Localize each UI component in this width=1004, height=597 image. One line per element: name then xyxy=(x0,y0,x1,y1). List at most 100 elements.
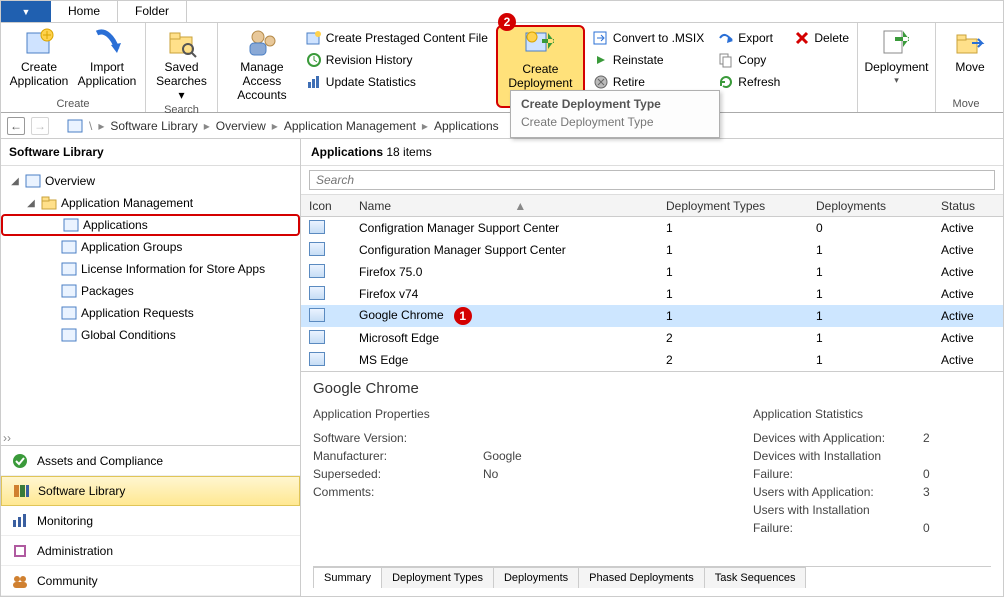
export-icon xyxy=(718,30,734,46)
tree-application-groups-icon xyxy=(61,239,77,255)
export-button[interactable]: Export xyxy=(714,27,784,49)
search-input[interactable] xyxy=(309,170,995,190)
row-status: Active xyxy=(933,309,1003,323)
app-icon xyxy=(309,286,325,300)
ribbon-group-deployment-label xyxy=(862,98,931,112)
row-name: Microsoft Edge xyxy=(351,331,658,345)
tree-global-conditions[interactable]: Global Conditions xyxy=(1,324,300,346)
row-deployments: 1 xyxy=(808,331,933,345)
tree-overview[interactable]: ◢Overview xyxy=(1,170,300,192)
wunderbar-monitoring[interactable]: Monitoring xyxy=(1,506,300,536)
convert-msix-button[interactable]: Convert to .MSIX xyxy=(589,27,708,49)
copy-icon xyxy=(718,52,734,68)
wunderbar-assets-compliance[interactable]: Assets and Compliance xyxy=(1,446,300,476)
table-row[interactable]: Google Chrome 1 1 1 Active xyxy=(301,305,1003,327)
nav-forward-button[interactable]: → xyxy=(31,117,49,135)
update-statistics-button[interactable]: Update Statistics xyxy=(302,71,492,93)
import-application-label: Import Application xyxy=(78,61,137,89)
property-key: Comments: xyxy=(313,483,483,501)
details-tab-deployment types[interactable]: Deployment Types xyxy=(381,567,494,588)
refresh-label: Refresh xyxy=(738,75,780,89)
row-status: Active xyxy=(933,287,1003,301)
details-tab-task sequences[interactable]: Task Sequences xyxy=(704,567,807,588)
refresh-button[interactable]: Refresh xyxy=(714,71,784,93)
row-status: Active xyxy=(933,353,1003,367)
statistic-row: Failure:0 xyxy=(753,519,930,537)
tree-global-conditions-icon xyxy=(61,327,77,343)
tree-license-info[interactable]: License Information for Store Apps xyxy=(1,258,300,280)
table-row[interactable]: Firefox 75.0 1 1 Active xyxy=(301,261,1003,283)
tree-application-management-icon xyxy=(41,195,57,211)
table-row[interactable]: MS Edge 2 1 Active xyxy=(301,349,1003,371)
tree-license-info-icon xyxy=(61,261,77,277)
col-deployments[interactable]: Deployments xyxy=(808,199,933,213)
details-tab-summary[interactable]: Summary xyxy=(313,567,382,588)
statistic-value: 0 xyxy=(923,465,930,483)
create-prestaged-content-button[interactable]: Create Prestaged Content File xyxy=(302,27,492,49)
breadcrumb-root-icon xyxy=(67,119,83,133)
revision-history-button[interactable]: Revision History xyxy=(302,49,492,71)
tab-folder[interactable]: Folder xyxy=(118,1,187,22)
col-name[interactable]: Name ▲ xyxy=(351,199,658,213)
nav-back-button[interactable]: ← xyxy=(7,117,25,135)
col-status[interactable]: Status xyxy=(933,199,1003,213)
create-application-button[interactable]: Create Application xyxy=(5,25,73,91)
prestaged-label: Create Prestaged Content File xyxy=(326,31,488,45)
saved-searches-button[interactable]: Saved Searches ▾ xyxy=(150,25,213,104)
row-name: Configuration Manager Support Center xyxy=(351,243,658,257)
tree-application-requests-label: Application Requests xyxy=(81,306,194,320)
grid-body: Configration Manager Support Center 1 0 … xyxy=(301,217,1003,372)
copy-button[interactable]: Copy xyxy=(714,49,784,71)
revision-history-icon xyxy=(306,52,322,68)
row-name: Configration Manager Support Center xyxy=(351,221,658,235)
import-application-icon xyxy=(91,27,123,59)
details-tab-phased deployments[interactable]: Phased Deployments xyxy=(578,567,705,588)
export-label: Export xyxy=(738,31,773,45)
tooltip-body: Create Deployment Type xyxy=(511,113,719,137)
app-statistics-heading: Application Statistics xyxy=(753,407,930,421)
table-row[interactable]: Configration Manager Support Center 1 0 … xyxy=(301,217,1003,239)
convert-msix-icon xyxy=(593,30,609,46)
monitoring-label: Monitoring xyxy=(37,514,93,528)
row-deployment-types: 1 xyxy=(658,309,808,323)
revision-history-label: Revision History xyxy=(326,53,413,67)
create-deployment-type-tooltip: Create Deployment Type Create Deployment… xyxy=(510,90,720,138)
wunderbar-software-library[interactable]: Software Library xyxy=(1,476,300,506)
table-row[interactable]: Firefox v74 1 1 Active xyxy=(301,283,1003,305)
row-deployments: 1 xyxy=(808,265,933,279)
row-deployment-types: 2 xyxy=(658,331,808,345)
col-icon[interactable]: Icon xyxy=(301,199,351,213)
wunderbar-community[interactable]: Community xyxy=(1,566,300,596)
table-row[interactable]: Microsoft Edge 2 1 Active xyxy=(301,327,1003,349)
row-name: Firefox v74 xyxy=(351,287,658,301)
tree-application-management[interactable]: ◢Application Management xyxy=(1,192,300,214)
tree-application-groups[interactable]: Application Groups xyxy=(1,236,300,258)
manage-access-accounts-button[interactable]: Manage Access Accounts xyxy=(222,25,302,108)
tree-applications[interactable]: Applications xyxy=(1,214,300,236)
tree-application-requests[interactable]: Application Requests xyxy=(1,302,300,324)
table-row[interactable]: Configuration Manager Support Center 1 1… xyxy=(301,239,1003,261)
col-deployment-types[interactable]: Deployment Types xyxy=(658,199,808,213)
copy-label: Copy xyxy=(738,53,766,67)
move-button[interactable]: Move xyxy=(940,25,1000,77)
tree-applications-label: Applications xyxy=(83,218,148,232)
update-statistics-icon xyxy=(306,74,322,90)
wunderbar-administration[interactable]: Administration xyxy=(1,536,300,566)
statistic-row: Devices with Installation xyxy=(753,447,930,465)
deployment-button[interactable]: Deployment▾ xyxy=(862,25,931,87)
tree-application-requests-icon xyxy=(61,305,77,321)
saved-searches-label: Saved Searches ▾ xyxy=(156,61,207,102)
assets-compliance-label: Assets and Compliance xyxy=(37,454,163,468)
app-menu-handle[interactable]: ▼ xyxy=(1,1,51,22)
nav-expand-handle[interactable]: ›› xyxy=(1,431,300,445)
delete-button[interactable]: Delete xyxy=(790,27,853,49)
details-tab-deployments[interactable]: Deployments xyxy=(493,567,579,588)
import-application-button[interactable]: Import Application xyxy=(73,25,141,91)
statistic-key: Users with Installation xyxy=(753,501,923,519)
crumb-0[interactable]: Software Library xyxy=(110,119,197,133)
navigation-pane: Software Library ◢Overview◢Application M… xyxy=(1,139,301,596)
tab-home[interactable]: Home xyxy=(51,1,118,22)
tree-packages[interactable]: Packages xyxy=(1,280,300,302)
reinstate-button[interactable]: Reinstate xyxy=(589,49,708,71)
delete-label: Delete xyxy=(814,31,849,45)
